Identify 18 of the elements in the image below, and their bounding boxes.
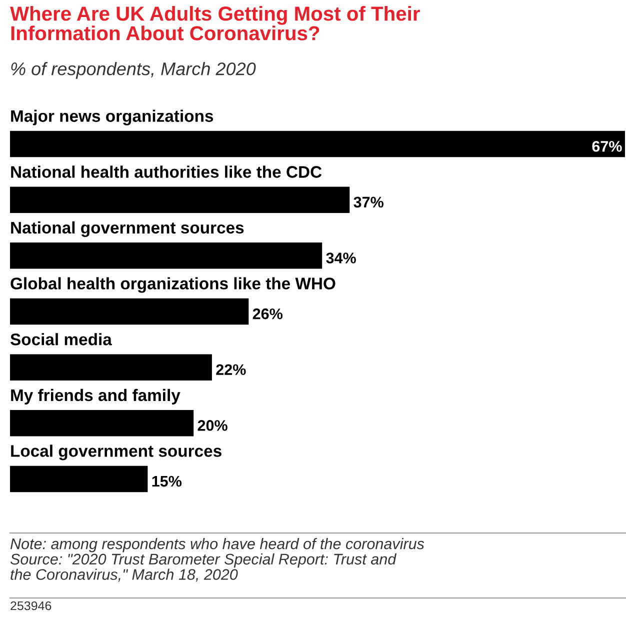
- data-label: 67%: [592, 140, 622, 152]
- data-label: 37%: [354, 196, 384, 208]
- y-tick-label: National government sources: [11, 221, 244, 237]
- y-tick-label: Global health organizations like the WHO: [10, 277, 336, 293]
- data-label: 26%: [252, 308, 283, 320]
- y-tick-label: Local government sources: [11, 444, 222, 460]
- chart-subtitle: % of respondents, March 2020: [11, 62, 256, 79]
- y-tick-label: National health authorities like the CDC: [11, 166, 322, 178]
- chart-title: Where Are UK Adults Getting Most of Their Information About Coronavirus?: [10, 6, 420, 40]
- text: 253946: [10, 601, 52, 610]
- text: Note: among respondents who have heard of the coronavirus Source: "2020 Trust Barometer Special Report: Trust and the Coronavirus," March 18, 2020: [10, 538, 424, 582]
- data-label: 22%: [216, 364, 246, 376]
- data-label: 15%: [152, 476, 182, 487]
- data-label: 20%: [198, 420, 228, 431]
- data-label: 34%: [326, 252, 356, 264]
- y-tick-label: My friends and family: [11, 388, 180, 404]
- y-tick-label: Major news organizations: [11, 110, 214, 126]
- y-tick-label: Social media: [10, 333, 112, 346]
